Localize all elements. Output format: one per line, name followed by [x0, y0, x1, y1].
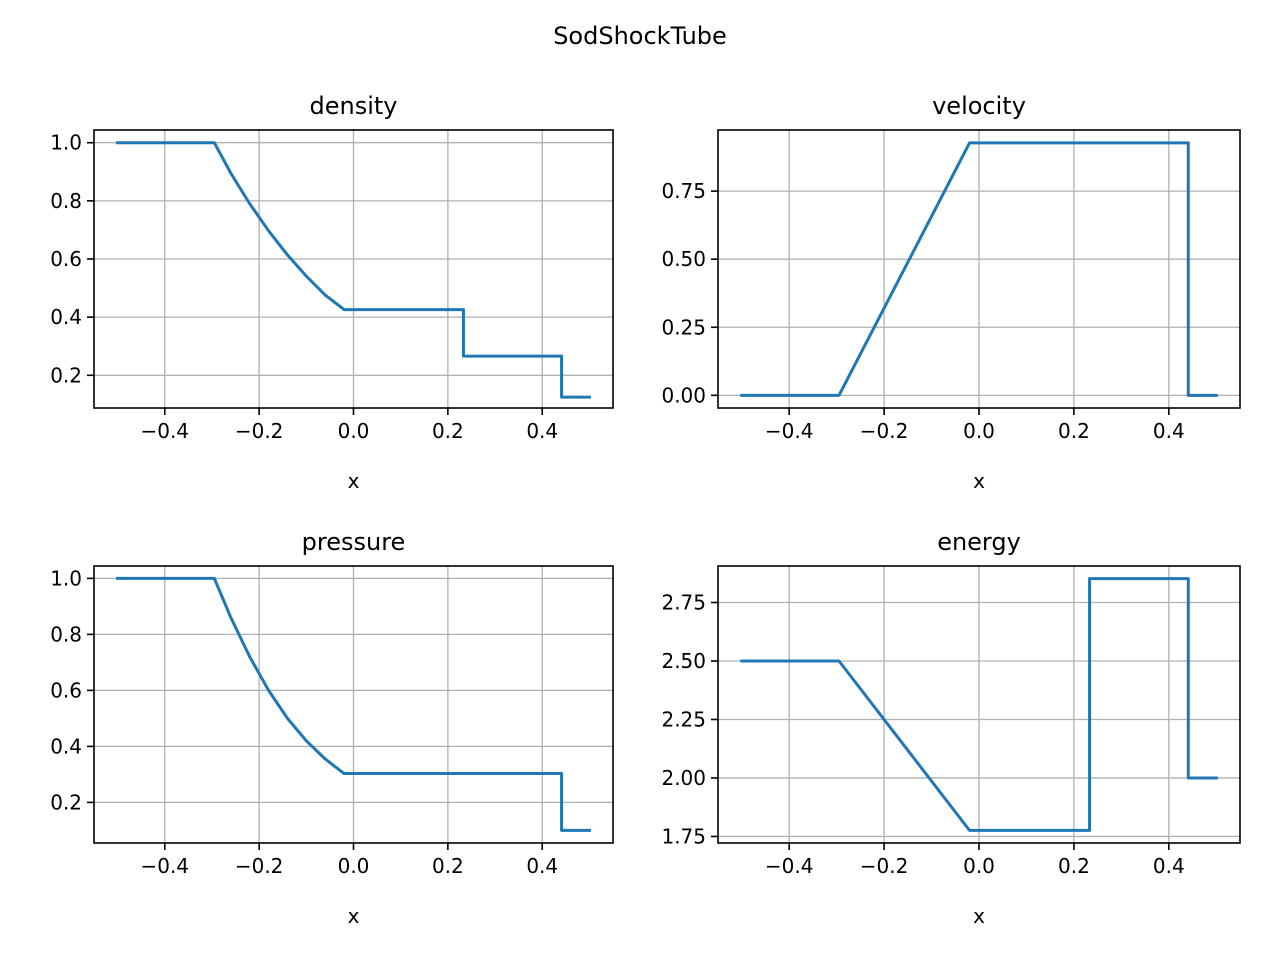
density-y-tick-label-1: 0.4 — [50, 305, 82, 329]
velocity-x-tick-label-1: −0.2 — [860, 419, 909, 443]
pressure-chart: −0.4 −0.2 0.0 0.2 0.4 0.2 0.4 0.6 0.8 1.0 pressure… — [50, 528, 613, 928]
density-y-tick-label-4: 1.0 — [50, 131, 82, 155]
density-x-tick-label-4: 0.4 — [526, 419, 558, 443]
energy-y-tick-label-3: 2.50 — [661, 649, 706, 673]
pressure-x-tick-label-1: −0.2 — [235, 854, 284, 878]
velocity-x-tick-label-4: 0.4 — [1153, 419, 1185, 443]
energy-x-tick-label-1: −0.2 — [860, 854, 909, 878]
velocity-x-tick-label-2: 0.0 — [963, 419, 995, 443]
energy-y-tick-label-1: 2.00 — [661, 766, 706, 790]
energy-x-axis-label: x — [973, 904, 985, 928]
pressure-y-tick-label-1: 0.4 — [50, 734, 82, 758]
figure-title: SodShockTube — [553, 22, 727, 50]
velocity-y-tick-label-0: 0.00 — [661, 383, 706, 407]
pressure-x-axis-label: x — [348, 904, 360, 928]
energy-y-tick-label-4: 2.75 — [661, 590, 706, 614]
energy-y-tick-label-2: 2.25 — [661, 707, 706, 731]
density-chart: −0.4 −0.2 0.0 0.2 0.4 0.2 0.4 0.6 0.8 1.0 density x — [50, 92, 613, 493]
pressure-y-tick-label-2: 0.6 — [50, 678, 82, 702]
pressure-x-tick-label-4: 0.4 — [526, 854, 558, 878]
energy-x-tick-label-0: −0.4 — [765, 854, 814, 878]
velocity-y-tick-label-1: 0.25 — [661, 315, 706, 339]
velocity-title: velocity — [932, 92, 1026, 120]
pressure-x-tick-label-3: 0.2 — [432, 854, 464, 878]
density-x-tick-label-1: −0.2 — [235, 419, 284, 443]
energy-title: energy — [937, 528, 1021, 556]
energy-x-tick-label-4: 0.4 — [1153, 854, 1185, 878]
subplot-grid: −0.4 −0.2 0.0 0.2 0.4 0.2 0.4 0.6 0.8 1.0 density x… — [50, 92, 1240, 928]
pressure-x-tick-label-0: −0.4 — [140, 854, 189, 878]
density-x-tick-label-3: 0.2 — [432, 419, 464, 443]
pressure-x-tick-label-2: 0.0 — [338, 854, 370, 878]
pressure-y-tick-label-4: 1.0 — [50, 566, 82, 590]
density-title: density — [310, 92, 398, 120]
density-y-tick-label-2: 0.6 — [50, 247, 82, 271]
density-x-axis-label: x — [348, 469, 360, 493]
pressure-y-tick-label-3: 0.8 — [50, 622, 82, 646]
density-x-tick-label-2: 0.0 — [338, 419, 370, 443]
velocity-x-tick-label-3: 0.2 — [1058, 419, 1090, 443]
energy-x-tick-label-2: 0.0 — [963, 854, 995, 878]
velocity-x-axis-label: x — [973, 469, 985, 493]
velocity-y-tick-label-2: 0.50 — [661, 247, 706, 271]
density-x-tick-label-0: −0.4 — [140, 419, 189, 443]
density-y-tick-label-3: 0.8 — [50, 189, 82, 213]
energy-x-tick-label-3: 0.2 — [1058, 854, 1090, 878]
pressure-y-tick-label-0: 0.2 — [50, 790, 82, 814]
velocity-x-tick-label-0: −0.4 — [765, 419, 814, 443]
density-y-tick-label-0: 0.2 — [50, 363, 82, 387]
velocity-chart: −0.4 −0.2 0.0 0.2 0.4 0.00 0.25 0.50 0.75 velocit… — [661, 92, 1240, 493]
pressure-title: pressure — [302, 528, 406, 556]
energy-y-tick-label-0: 1.75 — [661, 824, 706, 848]
velocity-y-tick-label-3: 0.75 — [661, 179, 706, 203]
energy-chart: −0.4 −0.2 0.0 0.2 0.4 1.75 2.00 2.25 2.50 2.75 ene… — [661, 528, 1240, 928]
